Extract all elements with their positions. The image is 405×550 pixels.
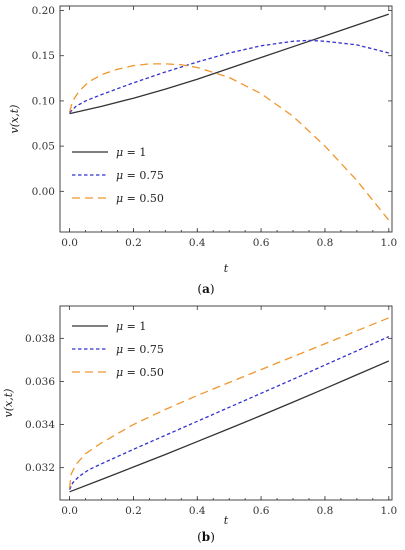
series-lines	[68, 13, 390, 221]
y-tick-label: 0.034	[25, 419, 55, 431]
series-line-2	[69, 39, 389, 114]
chart-panel-a: 0.0 0.2 0.4 0.6 0.8 1.0 0.00 0.05 0.10 0.15 0.20 t v…	[8, 5, 397, 296]
legend-entry-2: μ = 0.75	[116, 169, 164, 182]
y-tick-label: 0.036	[25, 376, 55, 388]
legend-entry-1: μ = 1	[116, 146, 146, 159]
y-tick-label: 0.10	[32, 95, 55, 107]
legend-entry-1: μ = 1	[116, 320, 146, 333]
series-line-3	[68, 63, 390, 221]
plot-frame	[59, 305, 393, 501]
x-axis-title: t	[224, 514, 229, 527]
x-tick-label: 0.4	[189, 505, 206, 517]
y-tick-label: 0.00	[32, 186, 55, 198]
x-tick-label: 0.6	[253, 237, 270, 249]
series-lines	[68, 317, 390, 493]
y-axis-title: v(x,t)	[2, 389, 15, 418]
legend-entry-3: μ = 0.50	[116, 192, 164, 205]
x-tick-label: 0.8	[317, 505, 334, 517]
y-tick-label: 0.032	[25, 462, 55, 474]
x-axis-title: t	[224, 262, 229, 275]
y-tick-label: 0.20	[32, 5, 55, 17]
x-tick-label: 0.0	[61, 237, 78, 249]
y-tick-label: 0.15	[32, 50, 55, 62]
x-tick-label: 0.0	[61, 505, 78, 517]
y-tick-label: 0.038	[25, 333, 55, 345]
y-tick-label: 0.05	[32, 141, 55, 153]
y-axis-title: v(x,t)	[8, 105, 21, 134]
x-tick-label: 1.0	[380, 505, 397, 517]
series-line-1	[69, 360, 390, 493]
x-tick-label: 0.8	[317, 237, 334, 249]
panel-label: (b)	[197, 530, 215, 544]
x-tick-label: 1.0	[380, 237, 397, 249]
x-tick-label: 0.2	[125, 237, 142, 249]
x-tick-label: 0.6	[253, 505, 270, 517]
series-line-3	[68, 317, 390, 489]
legend: μ = 1 μ = 0.75 μ = 0.50	[72, 320, 164, 379]
legend: μ = 1 μ = 0.75 μ = 0.50	[72, 146, 164, 205]
x-tick-label: 0.2	[125, 505, 142, 517]
series-line-2	[68, 336, 390, 490]
legend-entry-2: μ = 0.75	[116, 343, 164, 356]
plot-frame	[59, 5, 393, 233]
legend-entry-3: μ = 0.50	[116, 366, 164, 379]
series-line-1	[69, 13, 390, 115]
panel-label: (a)	[197, 282, 214, 296]
x-tick-label: 0.4	[189, 237, 206, 249]
chart-panel-b: 0.0 0.2 0.4 0.6 0.8 1.0 0.032 0.034 0.036 0.038 t v…	[2, 305, 397, 544]
